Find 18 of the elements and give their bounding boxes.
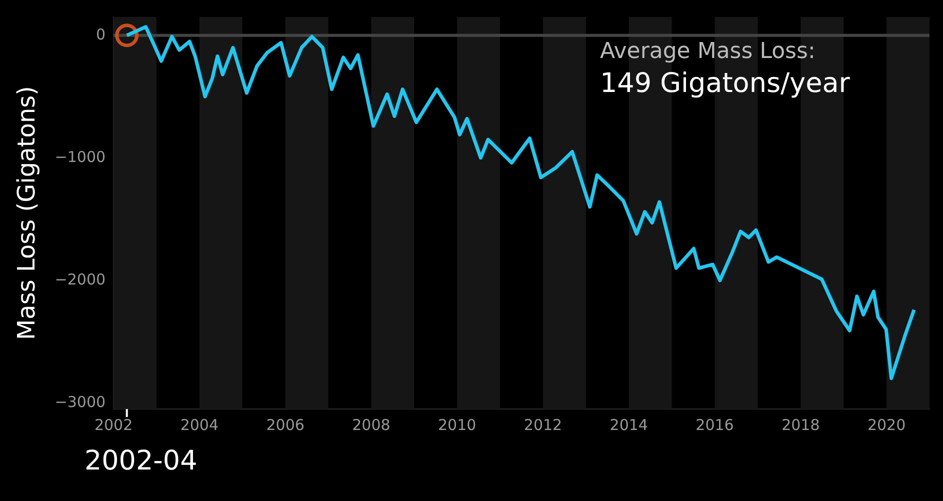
x-tick-label: 2004 (180, 416, 219, 434)
x-tick-label: 2012 (524, 416, 562, 434)
annotation: 2002-04 (84, 446, 198, 477)
y-tick-label: −3000 (54, 392, 106, 411)
y-tick-label: 0 (96, 25, 106, 44)
y-tick-label: −1000 (54, 148, 106, 166)
annotation: Average Mass Loss: (600, 39, 816, 64)
x-tick-label: 2014 (610, 416, 648, 434)
x-tick-label: 2006 (266, 416, 304, 434)
y-axis-title: Mass Loss (Gigatons) (12, 86, 41, 340)
y-tick-label: −2000 (54, 270, 106, 288)
x-tick-label: 2016 (696, 416, 734, 434)
annotation: 149 Gigatons/year (600, 68, 851, 99)
x-tick-label: 2018 (782, 416, 820, 434)
x-tick-label: 2010 (438, 416, 476, 434)
x-tick-label: 2008 (352, 416, 390, 434)
x-tick-label: 2020 (867, 416, 906, 434)
x-tick-label: 2002 (94, 416, 133, 434)
